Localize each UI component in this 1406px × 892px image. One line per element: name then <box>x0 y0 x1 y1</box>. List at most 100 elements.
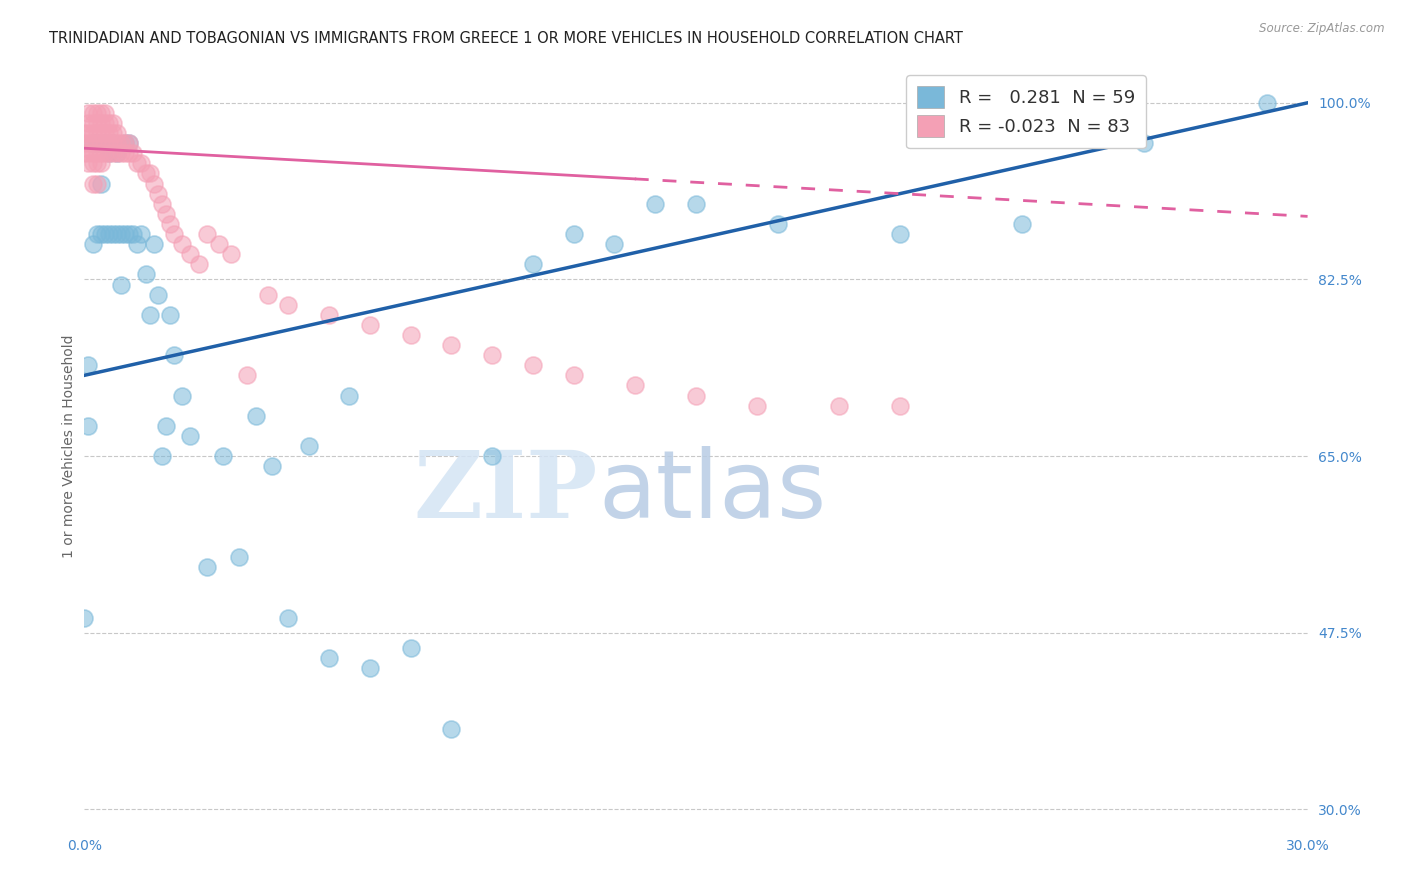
Point <box>318 308 340 322</box>
Point <box>562 227 585 241</box>
Point <box>114 227 136 241</box>
Point <box>90 146 112 161</box>
Point <box>219 247 242 261</box>
Point <box>114 136 136 151</box>
Point <box>97 227 120 241</box>
Point <box>77 156 100 170</box>
Point <box>97 146 120 161</box>
Point <box>131 156 153 170</box>
Point <box>339 388 361 402</box>
Point <box>110 146 132 161</box>
Point <box>101 227 124 241</box>
Point <box>110 277 132 292</box>
Point <box>114 136 136 151</box>
Point <box>77 146 100 161</box>
Point <box>101 136 124 151</box>
Point <box>101 136 124 151</box>
Point <box>603 237 626 252</box>
Point <box>93 227 115 241</box>
Point <box>86 156 108 170</box>
Point <box>440 338 463 352</box>
Point <box>82 136 104 151</box>
Point <box>97 116 120 130</box>
Point <box>163 227 186 241</box>
Point <box>1256 95 1278 110</box>
Point <box>77 418 100 433</box>
Point <box>318 651 340 665</box>
Point <box>245 409 267 423</box>
Point <box>179 247 201 261</box>
Point <box>73 126 96 140</box>
Point <box>77 106 100 120</box>
Point <box>142 237 165 252</box>
Point <box>624 378 647 392</box>
Point <box>163 348 186 362</box>
Point <box>889 399 911 413</box>
Point <box>93 126 115 140</box>
Point <box>399 328 422 343</box>
Point <box>138 308 160 322</box>
Point <box>86 136 108 151</box>
Text: atlas: atlas <box>598 446 827 538</box>
Point <box>114 146 136 161</box>
Point <box>172 388 194 402</box>
Point <box>101 146 124 161</box>
Text: TRINIDADIAN AND TOBAGONIAN VS IMMIGRANTS FROM GREECE 1 OR MORE VEHICLES IN HOUSE: TRINIDADIAN AND TOBAGONIAN VS IMMIGRANTS… <box>49 31 963 46</box>
Point <box>135 268 157 282</box>
Point <box>359 661 381 675</box>
Point <box>90 106 112 120</box>
Point <box>747 399 769 413</box>
Point <box>93 106 115 120</box>
Point <box>82 136 104 151</box>
Point <box>155 207 177 221</box>
Point <box>93 136 115 151</box>
Point <box>97 136 120 151</box>
Point <box>277 298 299 312</box>
Point <box>889 227 911 241</box>
Point <box>359 318 381 332</box>
Point <box>122 227 145 241</box>
Point <box>260 459 283 474</box>
Point <box>399 640 422 655</box>
Point <box>135 166 157 180</box>
Point <box>90 227 112 241</box>
Point <box>298 439 321 453</box>
Point <box>187 257 209 271</box>
Point <box>73 610 96 624</box>
Point <box>82 177 104 191</box>
Point <box>90 177 112 191</box>
Point <box>82 106 104 120</box>
Point <box>90 156 112 170</box>
Point <box>172 237 194 252</box>
Point <box>105 146 128 161</box>
Point <box>146 186 169 201</box>
Point <box>146 287 169 301</box>
Point <box>118 146 141 161</box>
Point <box>93 136 115 151</box>
Point <box>90 116 112 130</box>
Point <box>110 136 132 151</box>
Point <box>766 217 789 231</box>
Point <box>77 116 100 130</box>
Point <box>481 348 503 362</box>
Point <box>1133 136 1156 151</box>
Point <box>73 146 96 161</box>
Point <box>82 116 104 130</box>
Point <box>77 126 100 140</box>
Point <box>86 126 108 140</box>
Point <box>82 146 104 161</box>
Point <box>131 227 153 241</box>
Point <box>138 166 160 180</box>
Point <box>228 549 250 564</box>
Point <box>122 146 145 161</box>
Point <box>105 227 128 241</box>
Point <box>127 237 149 252</box>
Point <box>97 126 120 140</box>
Point <box>73 136 96 151</box>
Point <box>101 126 124 140</box>
Text: Source: ZipAtlas.com: Source: ZipAtlas.com <box>1260 22 1385 36</box>
Point <box>86 106 108 120</box>
Point <box>522 358 544 372</box>
Point <box>86 116 108 130</box>
Point <box>82 237 104 252</box>
